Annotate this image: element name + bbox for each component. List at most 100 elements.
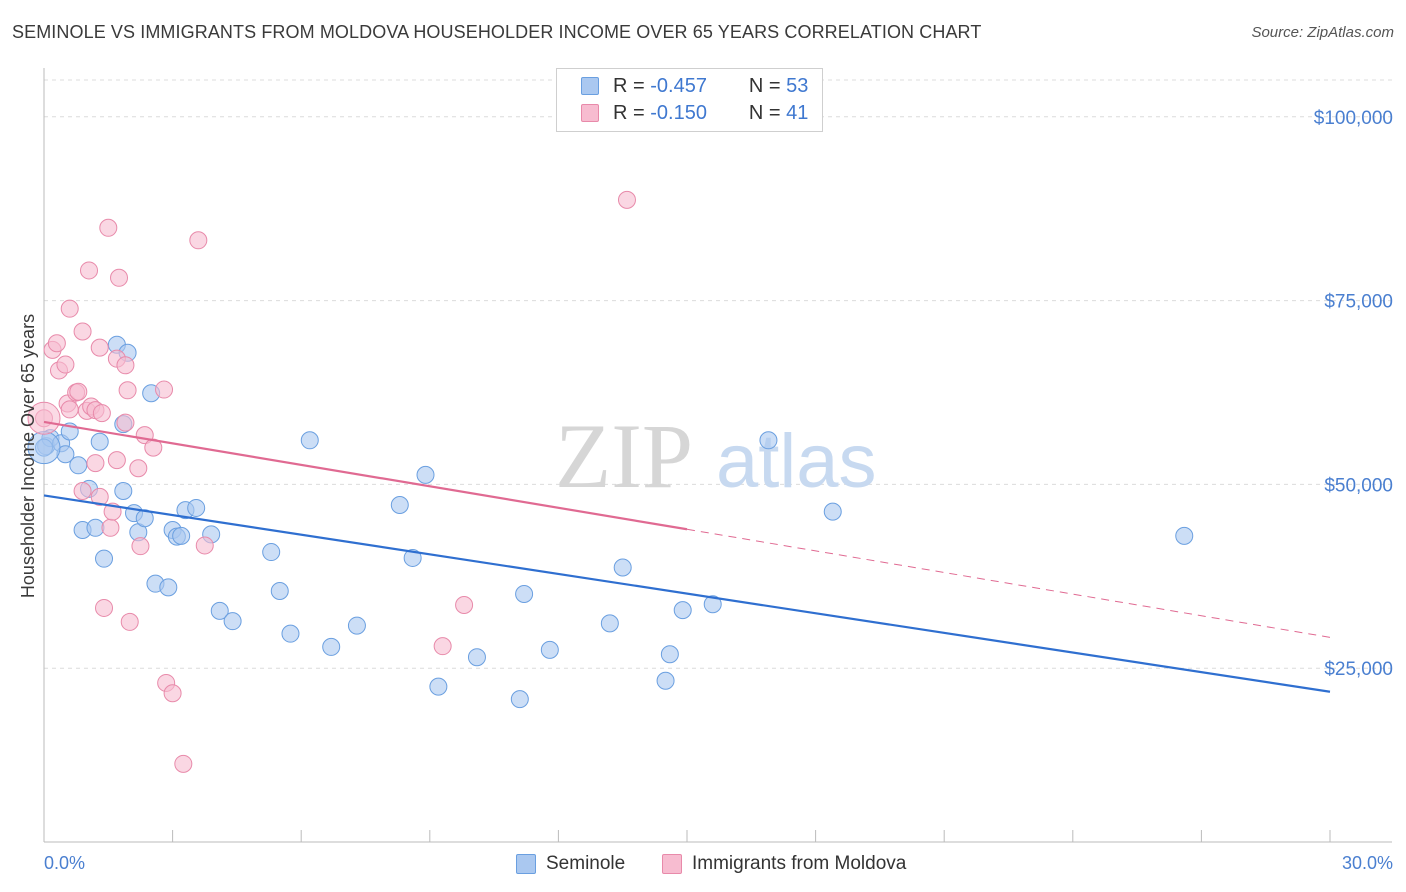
x-tick-label: 30.0% <box>1342 853 1393 873</box>
bottom-legend-moldova: Immigrants from Moldova <box>662 852 906 876</box>
legend-r-label: R = <box>613 101 645 124</box>
moldova-point <box>90 487 109 506</box>
moldova-point <box>129 459 148 478</box>
seminole-point <box>515 584 534 603</box>
moldova-point <box>433 637 452 656</box>
moldova-point <box>73 322 92 341</box>
moldova-trend-line <box>43 420 688 531</box>
legend-swatch-seminole <box>581 77 599 95</box>
stats-legend: R = -0.457 N = 53 R = -0.150 N = 41 <box>556 68 823 132</box>
y-tick-label: $50,000 <box>1324 475 1393 496</box>
grid-lines <box>44 79 1392 669</box>
seminole-point <box>403 548 422 567</box>
y-axis-label: Householder Income Over 65 years <box>18 314 38 598</box>
seminole-point <box>540 640 559 659</box>
moldova-point <box>95 598 114 617</box>
seminole-point <box>223 612 242 631</box>
seminole-point <box>703 595 722 614</box>
moldova-point <box>131 537 150 556</box>
x-tick-label: 0.0% <box>44 853 85 873</box>
legend-swatch-moldova <box>581 104 599 122</box>
moldova-point <box>107 451 126 470</box>
seminole-point <box>613 558 632 577</box>
y-tick-label: $25,000 <box>1324 659 1393 680</box>
seminole-point <box>114 482 133 501</box>
seminole-point <box>172 526 191 545</box>
moldova-point <box>80 261 99 280</box>
seminole-point <box>322 637 341 656</box>
legend-row-moldova: R = -0.150 N = 41 <box>581 100 808 126</box>
seminole-point <box>600 614 619 633</box>
seminole-point <box>347 616 366 635</box>
legend-r-value: -0.457 <box>650 74 707 97</box>
legend-n-label: N = <box>748 101 781 124</box>
seminole-point <box>1175 526 1194 545</box>
watermark-atlas: atlas <box>716 419 877 504</box>
legend-row-seminole: R = -0.457 N = 53 <box>581 73 808 99</box>
data-points <box>27 190 1194 773</box>
seminole-point <box>187 498 206 517</box>
seminole-point <box>86 518 105 537</box>
bottom-legend-swatch-moldova <box>662 854 682 874</box>
seminole-point <box>69 456 88 475</box>
moldova-trend-extension <box>686 528 1331 638</box>
moldova-point <box>92 404 111 423</box>
seminole-point <box>390 496 409 514</box>
moldova-point <box>163 684 182 703</box>
moldova-point <box>116 413 135 432</box>
watermark-zip: ZIP <box>555 405 693 507</box>
moldova-point <box>120 612 139 631</box>
tick-labels: $25,000 $50,000 $75,000 $100,000 0.0% 30.0% <box>44 108 1393 873</box>
seminole-point <box>281 624 300 643</box>
seminole-point <box>210 601 229 620</box>
seminole-point <box>467 648 486 667</box>
chart-source: Source: ZipAtlas.com <box>1251 24 1394 41</box>
moldova-point <box>90 338 109 357</box>
legend-n-value: 41 <box>786 101 809 124</box>
legend-r-label: R = <box>613 74 645 97</box>
moldova-point <box>101 518 120 537</box>
moldova-point <box>155 380 174 399</box>
seminole-point <box>656 671 675 690</box>
seminole-point <box>95 549 114 568</box>
moldova-point <box>60 400 79 419</box>
seminole-trend-line <box>43 494 1331 693</box>
moldova-point <box>118 381 137 400</box>
moldova-point <box>60 299 79 318</box>
moldova-point <box>73 482 92 501</box>
moldova-point <box>69 382 88 401</box>
y-tick-label: $100,000 <box>1314 108 1393 129</box>
moldova-point <box>110 268 129 287</box>
legend-r-value: -0.150 <box>650 101 707 124</box>
moldova-point <box>56 355 75 374</box>
seminole-point <box>262 543 281 562</box>
seminole-point <box>90 432 109 451</box>
legend-n-value: 53 <box>786 74 809 97</box>
moldova-point <box>47 334 66 353</box>
seminole-point <box>823 502 842 521</box>
seminole-point <box>270 582 289 601</box>
seminole-point <box>416 465 435 484</box>
moldova-point <box>116 356 135 375</box>
seminole-point <box>159 578 178 597</box>
seminole-point <box>673 601 692 620</box>
watermark: ZIP atlas <box>555 405 877 507</box>
moldova-point <box>27 401 61 435</box>
seminole-point <box>660 645 679 664</box>
moldova-point <box>86 454 105 473</box>
chart-title: SEMINOLE VS IMMIGRANTS FROM MOLDOVA HOUS… <box>12 22 982 42</box>
seminole-point <box>429 677 448 696</box>
seminole-point <box>759 431 778 450</box>
bottom-legend-label-seminole: Seminole <box>546 853 626 874</box>
y-tick-label: $75,000 <box>1324 292 1393 313</box>
moldova-point <box>174 754 193 773</box>
moldova-point <box>617 190 636 209</box>
bottom-legend-seminole: Seminole <box>516 852 625 876</box>
trend-lines <box>43 420 1331 693</box>
moldova-point <box>99 218 118 237</box>
moldova-point <box>189 231 208 250</box>
legend-n-label: N = <box>748 74 781 97</box>
seminole-point <box>510 690 529 709</box>
moldova-point <box>455 596 474 614</box>
